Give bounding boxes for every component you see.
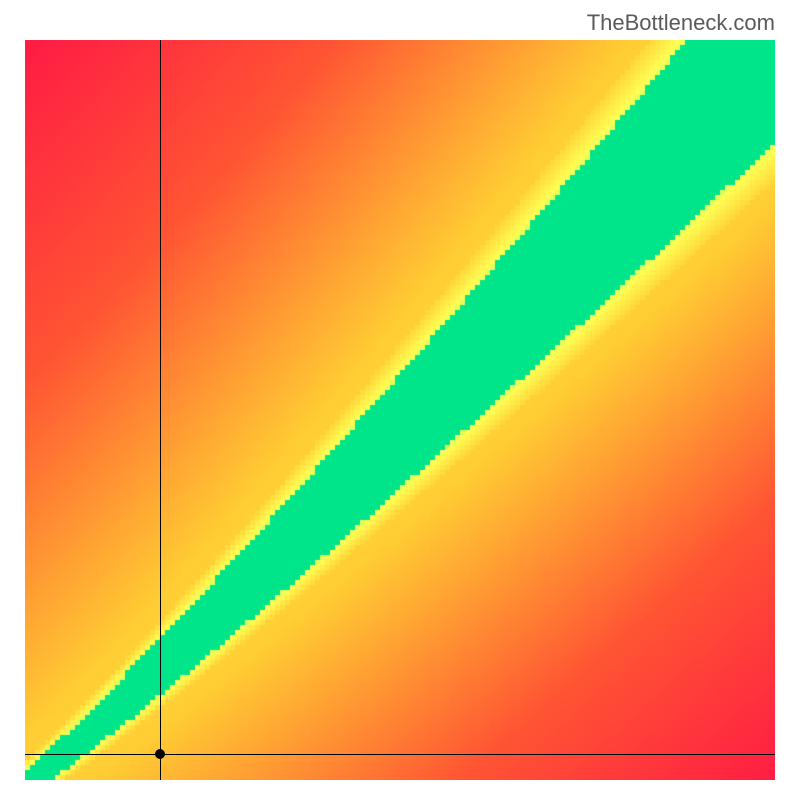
crosshair-vertical bbox=[160, 40, 161, 780]
heatmap-canvas bbox=[25, 40, 775, 780]
watermark-text: TheBottleneck.com bbox=[587, 10, 775, 36]
crosshair-horizontal bbox=[25, 754, 775, 755]
marker-dot bbox=[155, 749, 165, 759]
heatmap-chart bbox=[25, 40, 775, 780]
